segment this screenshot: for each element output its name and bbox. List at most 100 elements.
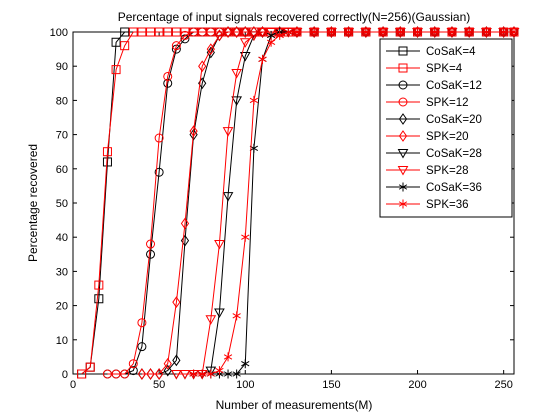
x-tick-label: 150 [322,379,340,391]
data-point [249,26,258,38]
data-point [128,359,138,369]
data-point [154,167,164,177]
y-tick-label: 100 [50,27,68,39]
data-point [198,369,207,379]
data-point [189,27,199,37]
data-point [120,27,130,37]
data-point [94,294,104,304]
legend-entry: SPK=4 [386,63,463,75]
series-line [193,31,514,375]
data-point [197,27,207,37]
legend-entry: SPK=36 [386,199,469,211]
data-point [146,239,156,249]
data-point [180,217,190,230]
data-point [396,27,405,37]
legend-label: CoSaK=36 [426,182,482,194]
legend-entry: CoSaK=12 [386,80,482,92]
data-point [111,369,121,379]
legend-entry: SPK=12 [386,97,469,109]
legend-marker [398,199,408,209]
data-point [171,370,182,380]
legend-entry: CoSaK=4 [386,46,476,58]
data-point [171,27,181,37]
legend-entry: CoSaK=28 [386,148,482,160]
data-point [232,369,241,379]
data-point [327,27,336,37]
data-point [413,27,422,37]
data-point [241,26,250,38]
data-point [223,352,233,362]
data-point [241,232,250,242]
legend-entry: CoSaK=36 [386,182,482,194]
data-point [146,368,155,380]
data-point [206,43,215,55]
legend-label: CoSaK=12 [426,80,482,92]
y-tick-label: 70 [56,130,68,142]
y-tick-label: 50 [56,198,68,210]
data-point [206,369,215,379]
legend-entry: SPK=28 [386,165,469,177]
data-point [222,127,234,137]
data-point [172,296,181,309]
data-point [249,95,259,105]
data-point [215,366,224,376]
legend-marker [397,149,409,159]
data-point [215,29,224,42]
data-point [111,65,121,75]
y-tick-label: 90 [56,61,68,73]
x-tick-label: 50 [153,379,165,391]
y-tick-label: 20 [56,301,68,313]
series-layer [77,26,520,380]
data-point [120,369,130,379]
data-point [128,27,138,37]
legend-entry: CoSaK=20 [386,113,482,126]
legend-marker [398,80,408,90]
x-axis-label: Number of measurements(M) [216,398,373,412]
axis-ticks: 0 50 100 150 200 250 0 10 20 30 40 50 60 70 80 90 100 [50,27,514,391]
data-point [163,364,172,377]
data-point [214,240,225,250]
data-point [258,54,267,64]
data-point [205,366,217,377]
data-point [361,27,370,37]
chart-title: Percentage of input signals recovered co… [118,10,471,24]
x-tick-label: 100 [236,379,254,391]
legend-marker [398,182,408,192]
legend-label: SPK=20 [426,131,469,143]
legend-label: SPK=28 [426,165,469,177]
y-axis-label: Percentage recovered [26,144,40,262]
data-point [154,133,164,143]
data-point [179,370,191,380]
data-point [239,38,251,48]
data-point [232,311,241,321]
data-point [447,27,457,37]
data-point [198,60,207,73]
legend-label: SPK=4 [426,63,463,75]
data-point [223,369,233,379]
data-point [146,249,156,259]
legend-marker [397,166,409,176]
data-point [94,280,104,290]
data-point [146,27,156,37]
data-point [239,51,251,62]
legend-label: CoSaK=28 [426,148,482,160]
data-point [222,192,234,202]
data-point [482,27,491,37]
legend-label: SPK=12 [426,97,469,109]
data-point [171,41,181,51]
data-point [111,37,121,47]
data-point [180,234,190,247]
legend-label: CoSaK=20 [426,114,482,126]
data-point [266,37,276,47]
data-point [241,359,250,369]
data-point [206,27,216,37]
data-point [155,368,164,380]
data-point [378,27,388,37]
y-tick-label: 30 [56,266,68,278]
data-point [102,147,112,157]
legend: CoSaK=4 SPK=4 CoSaK=12 SPK=12 CoSaK=20 SPK=20… [379,38,513,218]
data-point [465,27,474,37]
legend-marker [398,130,408,142]
data-point [214,308,225,318]
